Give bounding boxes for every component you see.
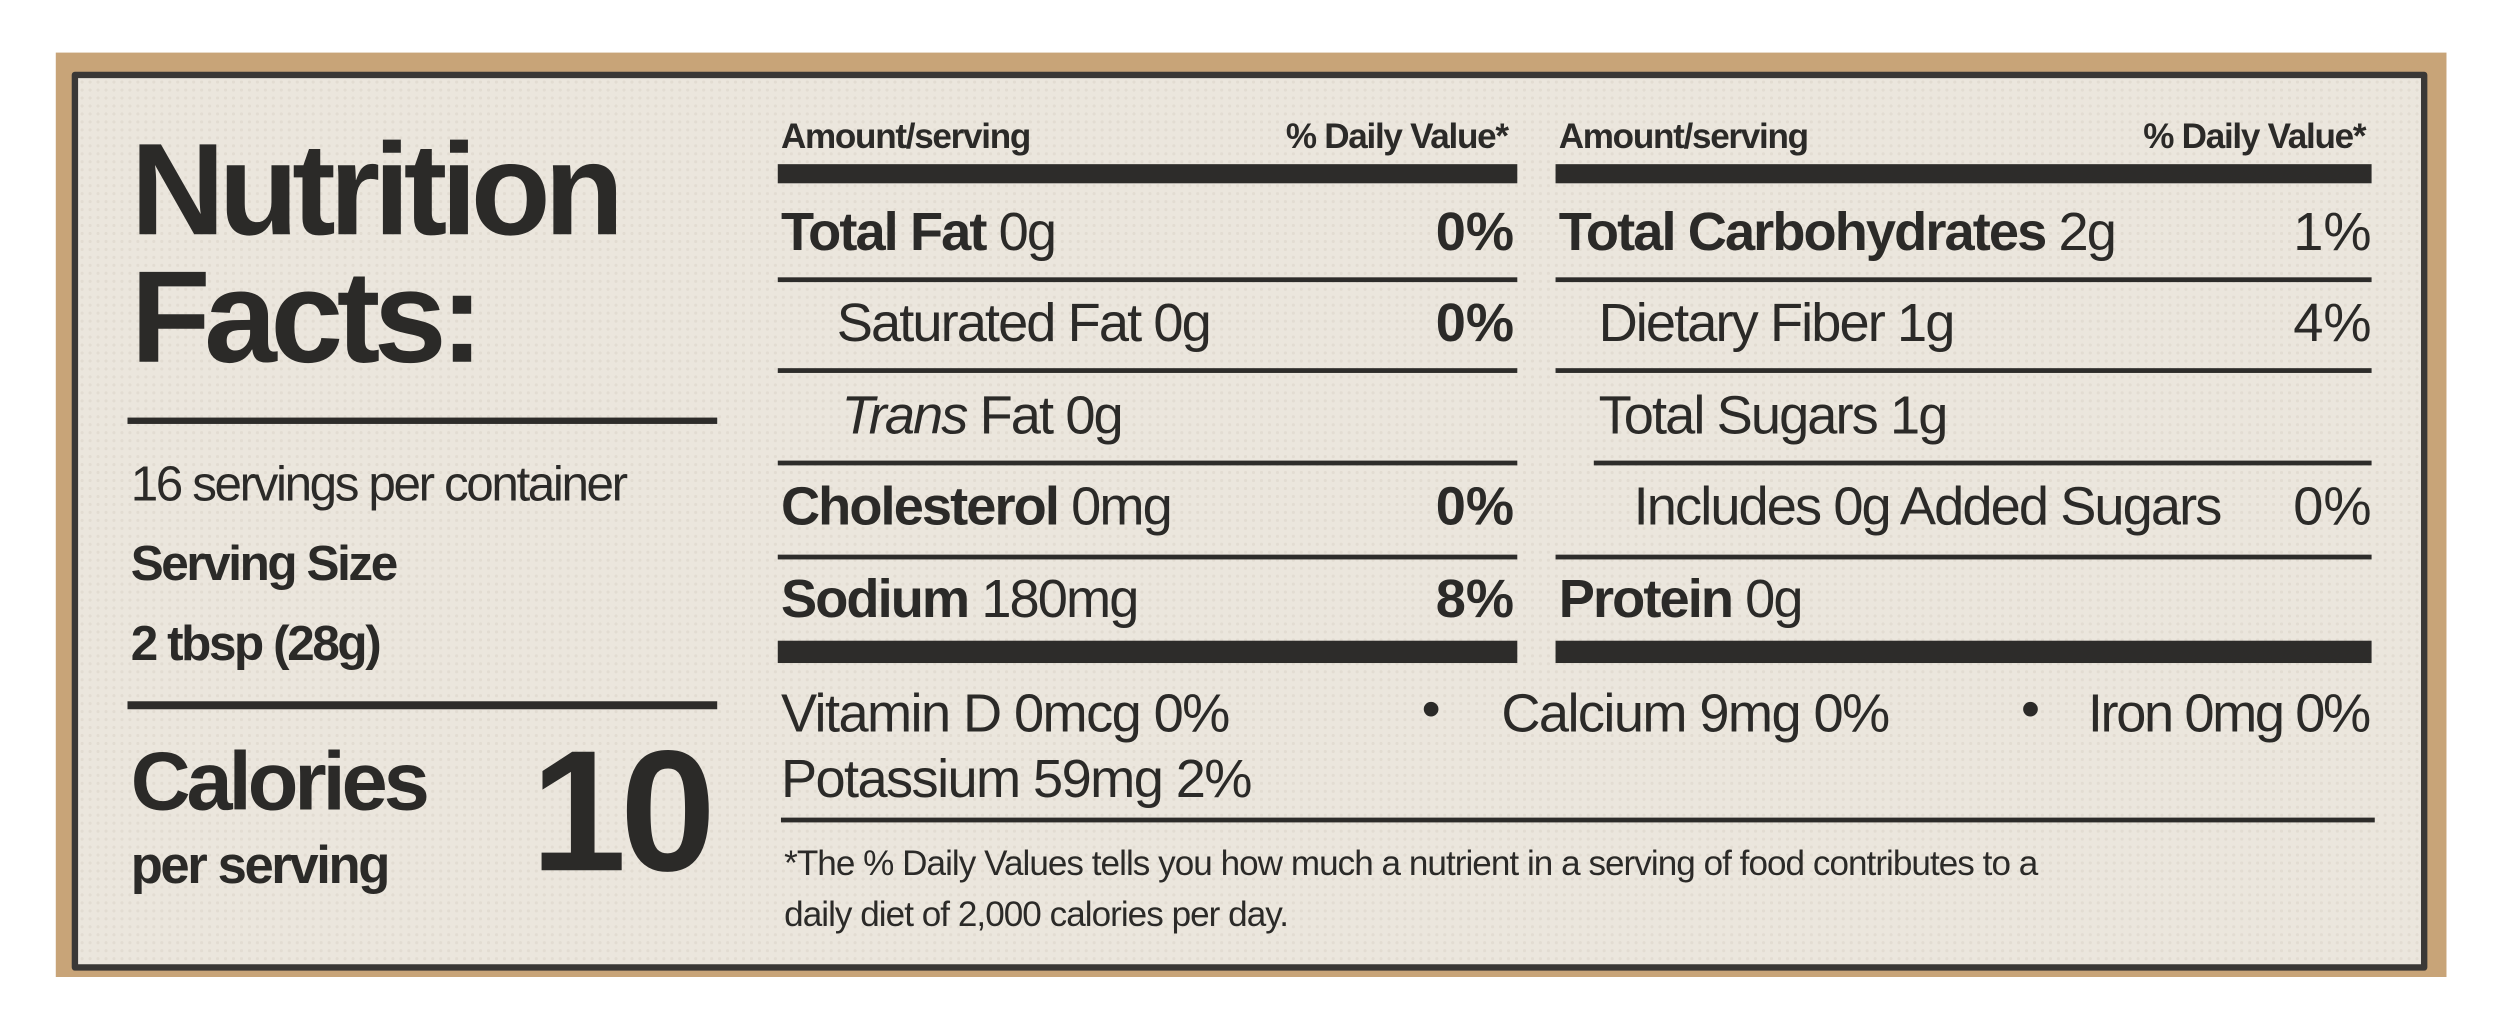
daily-value: 0% [2293, 476, 2372, 538]
serving-size: 2 tbsp (28g) [130, 615, 382, 671]
nutrient-name: Saturated Fat [836, 293, 1142, 354]
calories-sub: per serving [130, 835, 391, 895]
nutrient-row: Trans Fat 0g [842, 389, 1124, 443]
column-header: Amount/serving [1558, 116, 1809, 157]
serving-size-label: Serving Size [130, 535, 399, 592]
nutrient-row: Total Fat 0g [781, 206, 1057, 260]
footnote: *The % Daily Values tells you how much a… [784, 843, 2038, 883]
daily-value: 8% [1435, 568, 1515, 630]
nutrient-row: Cholesterol 0mg [781, 480, 1173, 534]
nutrient-amount: 0mg [1071, 476, 1173, 538]
rule [1555, 368, 2372, 373]
nutrient-name: Protein [1558, 568, 1734, 630]
rule [1555, 554, 2372, 560]
nutrient-name: Total Carbohydrates [1558, 202, 2047, 263]
nutrient-amount: 1g [1889, 385, 1948, 447]
nutrient-name: Fat [979, 385, 1054, 447]
daily-value: 1% [2293, 202, 2372, 263]
nutrient-amount: 1g [1897, 293, 1955, 354]
bullet: • [2020, 678, 2040, 740]
thick-rule [1555, 164, 2372, 184]
rule [127, 417, 718, 424]
nutrient-amount: 0g [1065, 385, 1123, 447]
calories-label: Calories [130, 736, 430, 829]
thick-rule [777, 164, 1518, 184]
nutrient-prefix: Trans [841, 385, 969, 447]
nutrient-amount: 0g [998, 202, 1057, 263]
nutrient-row: Total Carbohydrates 2g [1559, 206, 2117, 260]
vitamin: Iron 0mg 0% [2087, 683, 2371, 745]
calories-value: 10 [530, 714, 716, 907]
title-text: Nutrition Facts: [130, 117, 648, 392]
bullet: • [1421, 678, 1441, 740]
column-header: % Daily Value* [2143, 116, 2366, 157]
footnote: daily diet of 2,000 calories per day. [784, 894, 1289, 934]
daily-value: 0% [1435, 202, 1515, 263]
nutrient-name: Total Fat [780, 202, 987, 263]
nutrient-amount: 0g [1153, 293, 1211, 354]
title: Nutrition Facts: [130, 117, 705, 392]
nutrient-row: Total Sugars 1g [1599, 389, 1949, 443]
vitamin: Potassium 59mg 2% [780, 749, 1252, 810]
rule [777, 460, 1518, 466]
nutrient-row: Dietary Fiber 1g [1599, 296, 1956, 350]
rule [777, 277, 1518, 283]
rule [1593, 460, 2372, 466]
nutrient-row: Sodium 180mg [781, 572, 1139, 626]
vitamin: Vitamin D 0mcg 0% [780, 683, 1230, 745]
rule [780, 817, 2375, 823]
nutrient-amount: 0g [1745, 568, 1803, 630]
nutrient-name: Sodium [780, 568, 970, 630]
nutrient-row: Includes 0g Added Sugars [1634, 480, 2223, 534]
rule [1555, 277, 2372, 283]
daily-value: 0% [1435, 476, 1515, 538]
nutrient-row: Protein 0g [1559, 572, 1804, 626]
thick-rule [1555, 640, 2372, 664]
servings: 16 servings per container [130, 455, 628, 512]
nutrient-row: Saturated Fat 0g [837, 296, 1212, 350]
nutrient-name: Total Sugars [1598, 385, 1879, 447]
daily-value: 0% [1435, 293, 1515, 354]
rule [127, 701, 718, 710]
nutrient-name: Cholesterol [780, 476, 1060, 538]
rule [777, 554, 1518, 560]
nutrient-name: Includes 0g Added Sugars [1633, 476, 2223, 538]
daily-value: 4% [2293, 293, 2372, 354]
thick-rule [777, 640, 1518, 664]
nutrient-amount: 2g [2058, 202, 2116, 263]
nutrient-amount: 180mg [981, 568, 1139, 630]
nutrient-name: Dietary Fiber [1598, 293, 1886, 354]
column-header: Amount/serving [780, 116, 1031, 157]
column-header: % Daily Value* [1285, 116, 1509, 157]
rule [777, 368, 1518, 373]
vitamin: Calcium 9mg 0% [1501, 683, 1890, 745]
